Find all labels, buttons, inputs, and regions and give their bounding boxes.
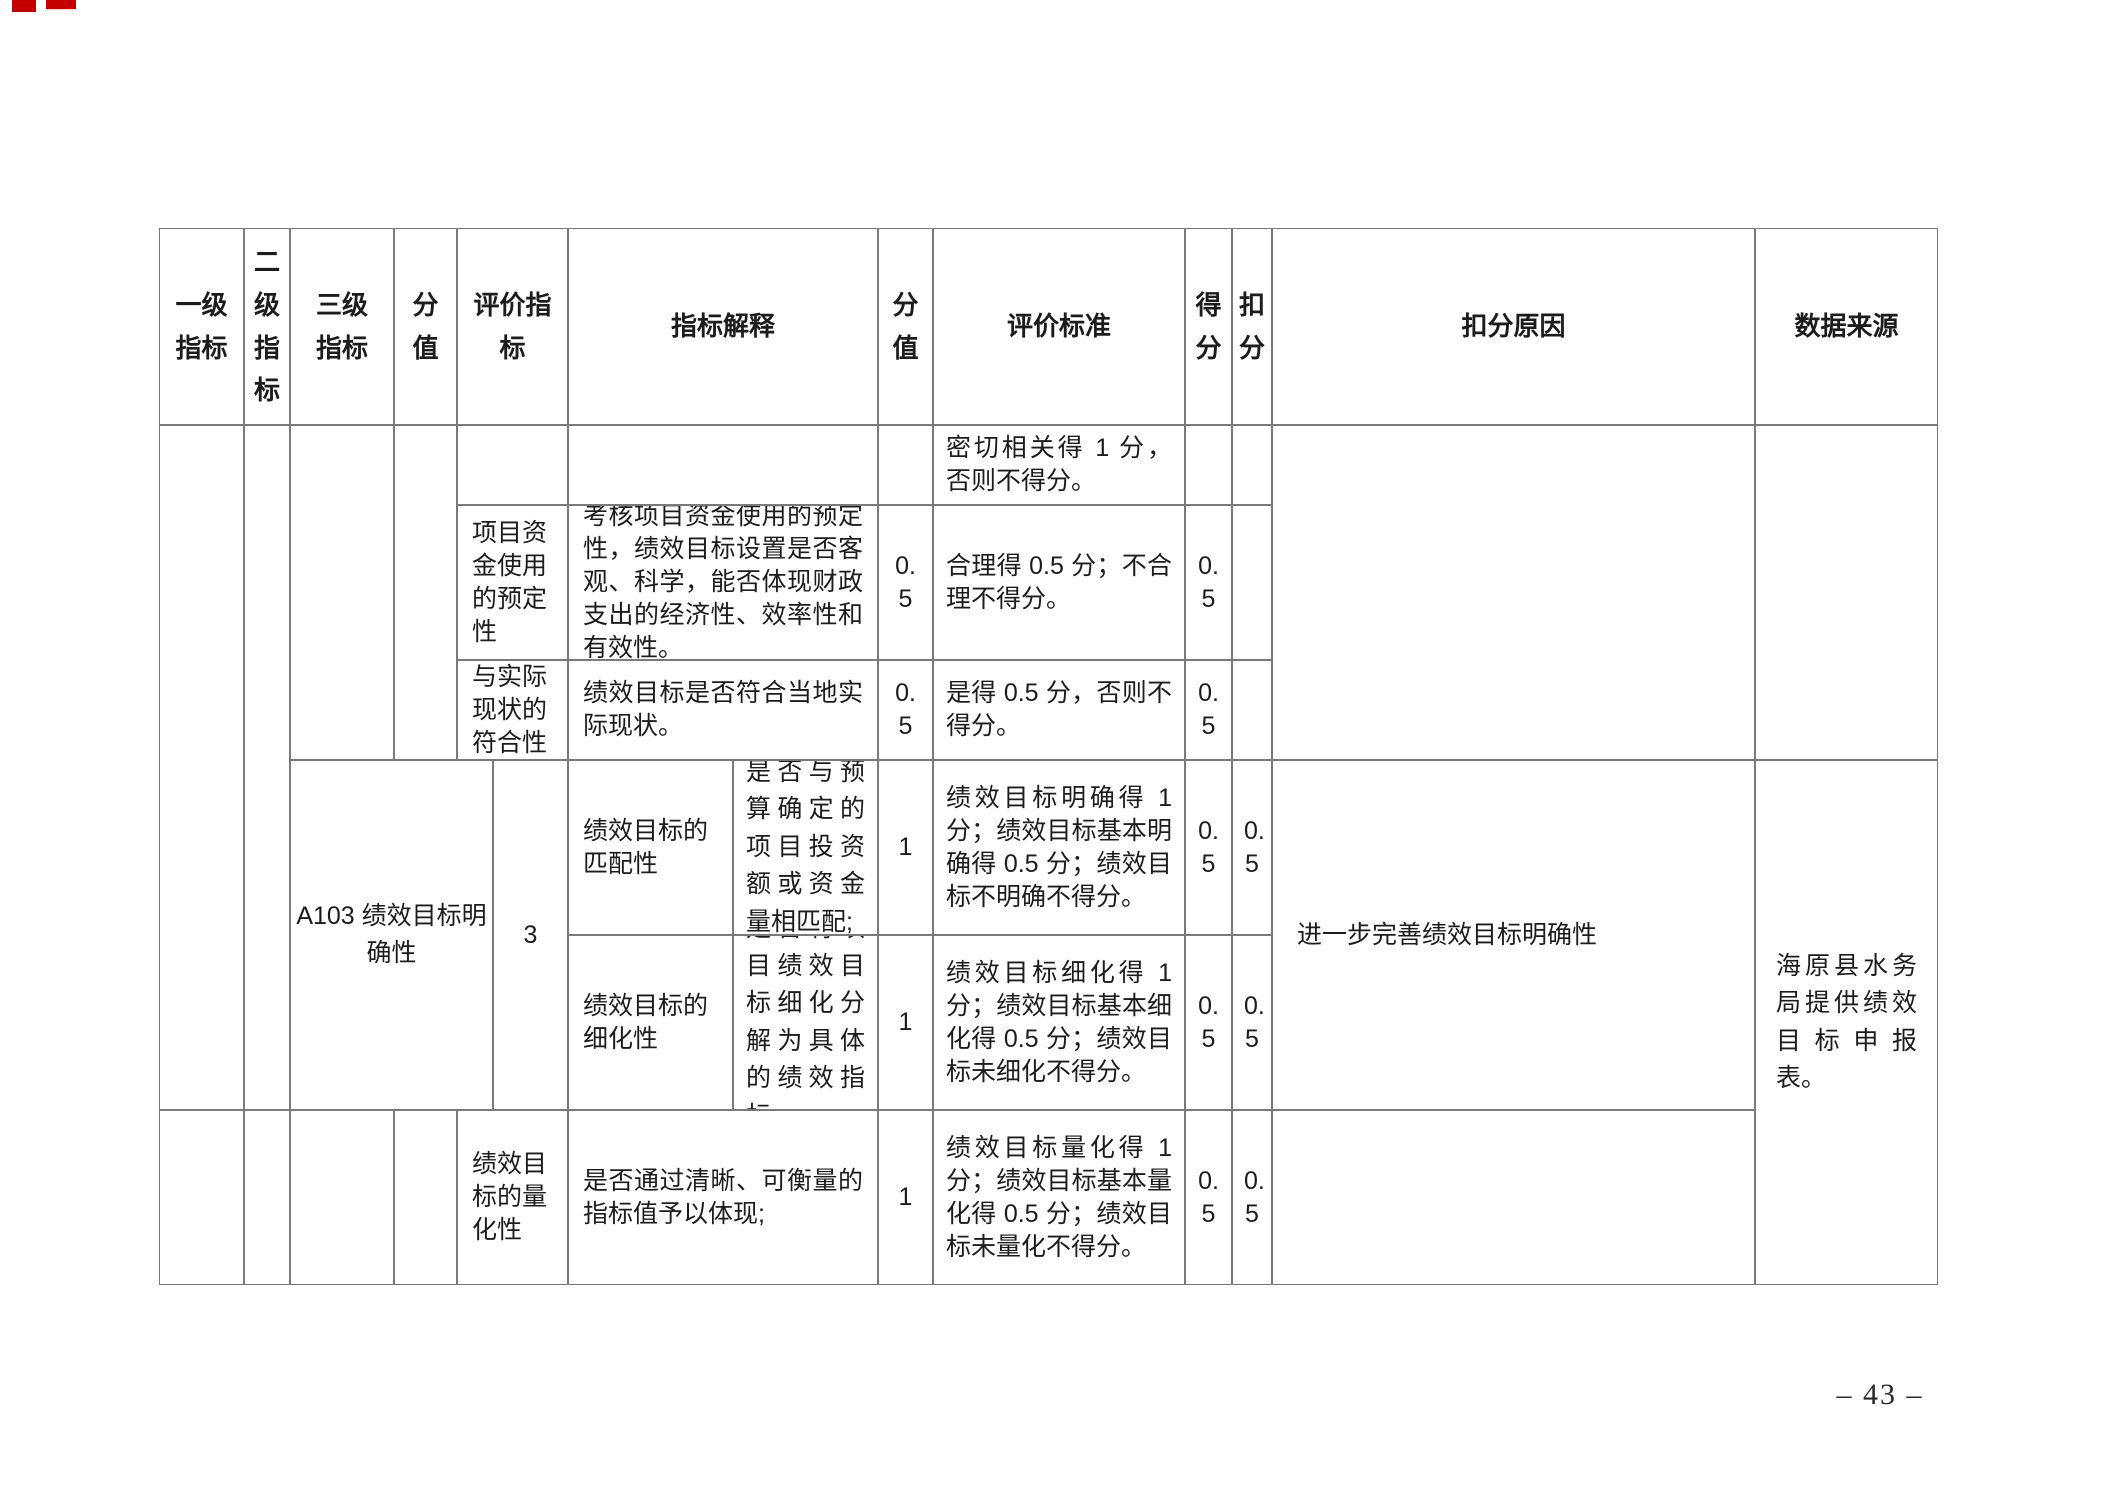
header-level3-indicator: 三级指标 xyxy=(290,228,394,425)
header-level2-indicator: 二级指标 xyxy=(244,228,290,425)
cell-score: 0.5 xyxy=(1185,1110,1232,1285)
header-score-got: 得分 xyxy=(1185,228,1232,425)
page-number: – 43 – xyxy=(1836,1378,1924,1411)
header-indicator-explanation: 指标解释 xyxy=(568,228,878,425)
cell-score: 0.5 xyxy=(1185,935,1232,1110)
cell-deduction-empty xyxy=(1232,505,1272,660)
cell-level3-a103: A103 绩效目标明确性 xyxy=(290,760,493,1110)
cell-indicator: 绩效目标的细化性 xyxy=(568,935,733,1110)
cell-deduction-empty xyxy=(1232,660,1272,760)
cell-indicator: 项目资金使用的预定性 xyxy=(457,505,568,660)
cell-score: 0.5 xyxy=(1185,660,1232,760)
level3-empty-cell xyxy=(290,425,394,760)
cell-standard: 绩效目标明确得 1 分；绩效目标基本明确得 0.5 分；绩效目标不明确不得分。 xyxy=(933,760,1185,935)
cell-deduction: 0.5 xyxy=(1232,935,1272,1110)
cell-standard: 密切相关得 1 分，否则不得分。 xyxy=(933,425,1185,505)
cell-value: 1 xyxy=(878,760,933,935)
level2-empty-cell xyxy=(244,425,290,1110)
cell-level3-score: 3 xyxy=(493,760,568,1110)
cell-data-source-empty xyxy=(1755,425,1938,760)
cell-value-empty xyxy=(878,425,933,505)
cell-explain: 考核项目资金使用的预定性，绩效目标设置是否客观、科学，能否体现财政支出的经济性、… xyxy=(568,505,878,660)
cell-score-empty xyxy=(1185,425,1232,505)
header-eval-standard: 评价标准 xyxy=(933,228,1185,425)
cell-value: 1 xyxy=(878,1110,933,1285)
cell-deduction-reason-empty xyxy=(1272,425,1755,760)
cell-explain-empty xyxy=(568,425,878,505)
level1-empty-cell xyxy=(159,1110,244,1285)
header-deduction: 扣分 xyxy=(1232,228,1272,425)
cell-indicator: 绩效目标的量化性 xyxy=(457,1110,568,1285)
evaluation-indicator-table: 一级指标 二级指标 三级指标 分值 评价指标 指标解释 分值 评价标准 得分 扣… xyxy=(159,228,1940,1287)
cell-deduction-reason: 进一步完善绩效目标明确性 xyxy=(1272,760,1755,1110)
header-score-value-2: 分值 xyxy=(878,228,933,425)
red-corner-mark xyxy=(12,0,36,12)
cell-deduction: 0.5 xyxy=(1232,760,1272,935)
cell-explain: 是否通过清晰、可衡量的指标值予以体现; xyxy=(568,1110,878,1285)
cell-indicator: 与实际现状的符合性 xyxy=(457,660,568,760)
cell-standard: 绩效目标细化得 1 分；绩效目标基本细化得 0.5 分；绩效目标未细化不得分。 xyxy=(933,935,1185,1110)
score-empty-cell xyxy=(394,425,457,760)
cell-deduction-reason-empty xyxy=(1272,1110,1755,1285)
header-score-value: 分值 xyxy=(394,228,457,425)
cell-indicator: 绩效目标的匹配性 xyxy=(568,760,733,935)
score-empty-cell xyxy=(394,1110,457,1285)
cell-standard: 合理得 0.5 分；不合理不得分。 xyxy=(933,505,1185,660)
cell-value: 1 xyxy=(878,935,933,1110)
cell-indicator-empty xyxy=(457,425,568,505)
header-level1-indicator: 一级指标 xyxy=(159,228,244,425)
cell-explain: 是否将项目绩效目标细化分解为具体的绩效指标; xyxy=(733,935,878,1110)
header-deduction-reason: 扣分原因 xyxy=(1272,228,1755,425)
cell-explain: 绩效目标是否符合当地实际现状。 xyxy=(568,660,878,760)
red-corner-mark xyxy=(46,0,76,9)
cell-deduction-empty xyxy=(1232,425,1272,505)
cell-value: 0.5 xyxy=(878,660,933,760)
level1-empty-cell xyxy=(159,425,244,1110)
cell-score: 0.5 xyxy=(1185,505,1232,660)
cell-deduction: 0.5 xyxy=(1232,1110,1272,1285)
cell-standard: 绩效目标量化得 1 分；绩效目标基本量化得 0.5 分；绩效目标未量化不得分。 xyxy=(933,1110,1185,1285)
cell-score: 0.5 xyxy=(1185,760,1232,935)
level2-empty-cell xyxy=(244,1110,290,1285)
cell-value: 0.5 xyxy=(878,505,933,660)
header-eval-indicator: 评价指标 xyxy=(457,228,568,425)
cell-explain: 是否与预算确定的项目投资额或资金量相匹配; xyxy=(733,760,878,935)
header-data-source: 数据来源 xyxy=(1755,228,1938,425)
level3-empty-cell xyxy=(290,1110,394,1285)
cell-standard: 是得 0.5 分，否则不得分。 xyxy=(933,660,1185,760)
cell-data-source: 海原县水务局提供绩效目标申报表。 xyxy=(1755,760,1938,1285)
